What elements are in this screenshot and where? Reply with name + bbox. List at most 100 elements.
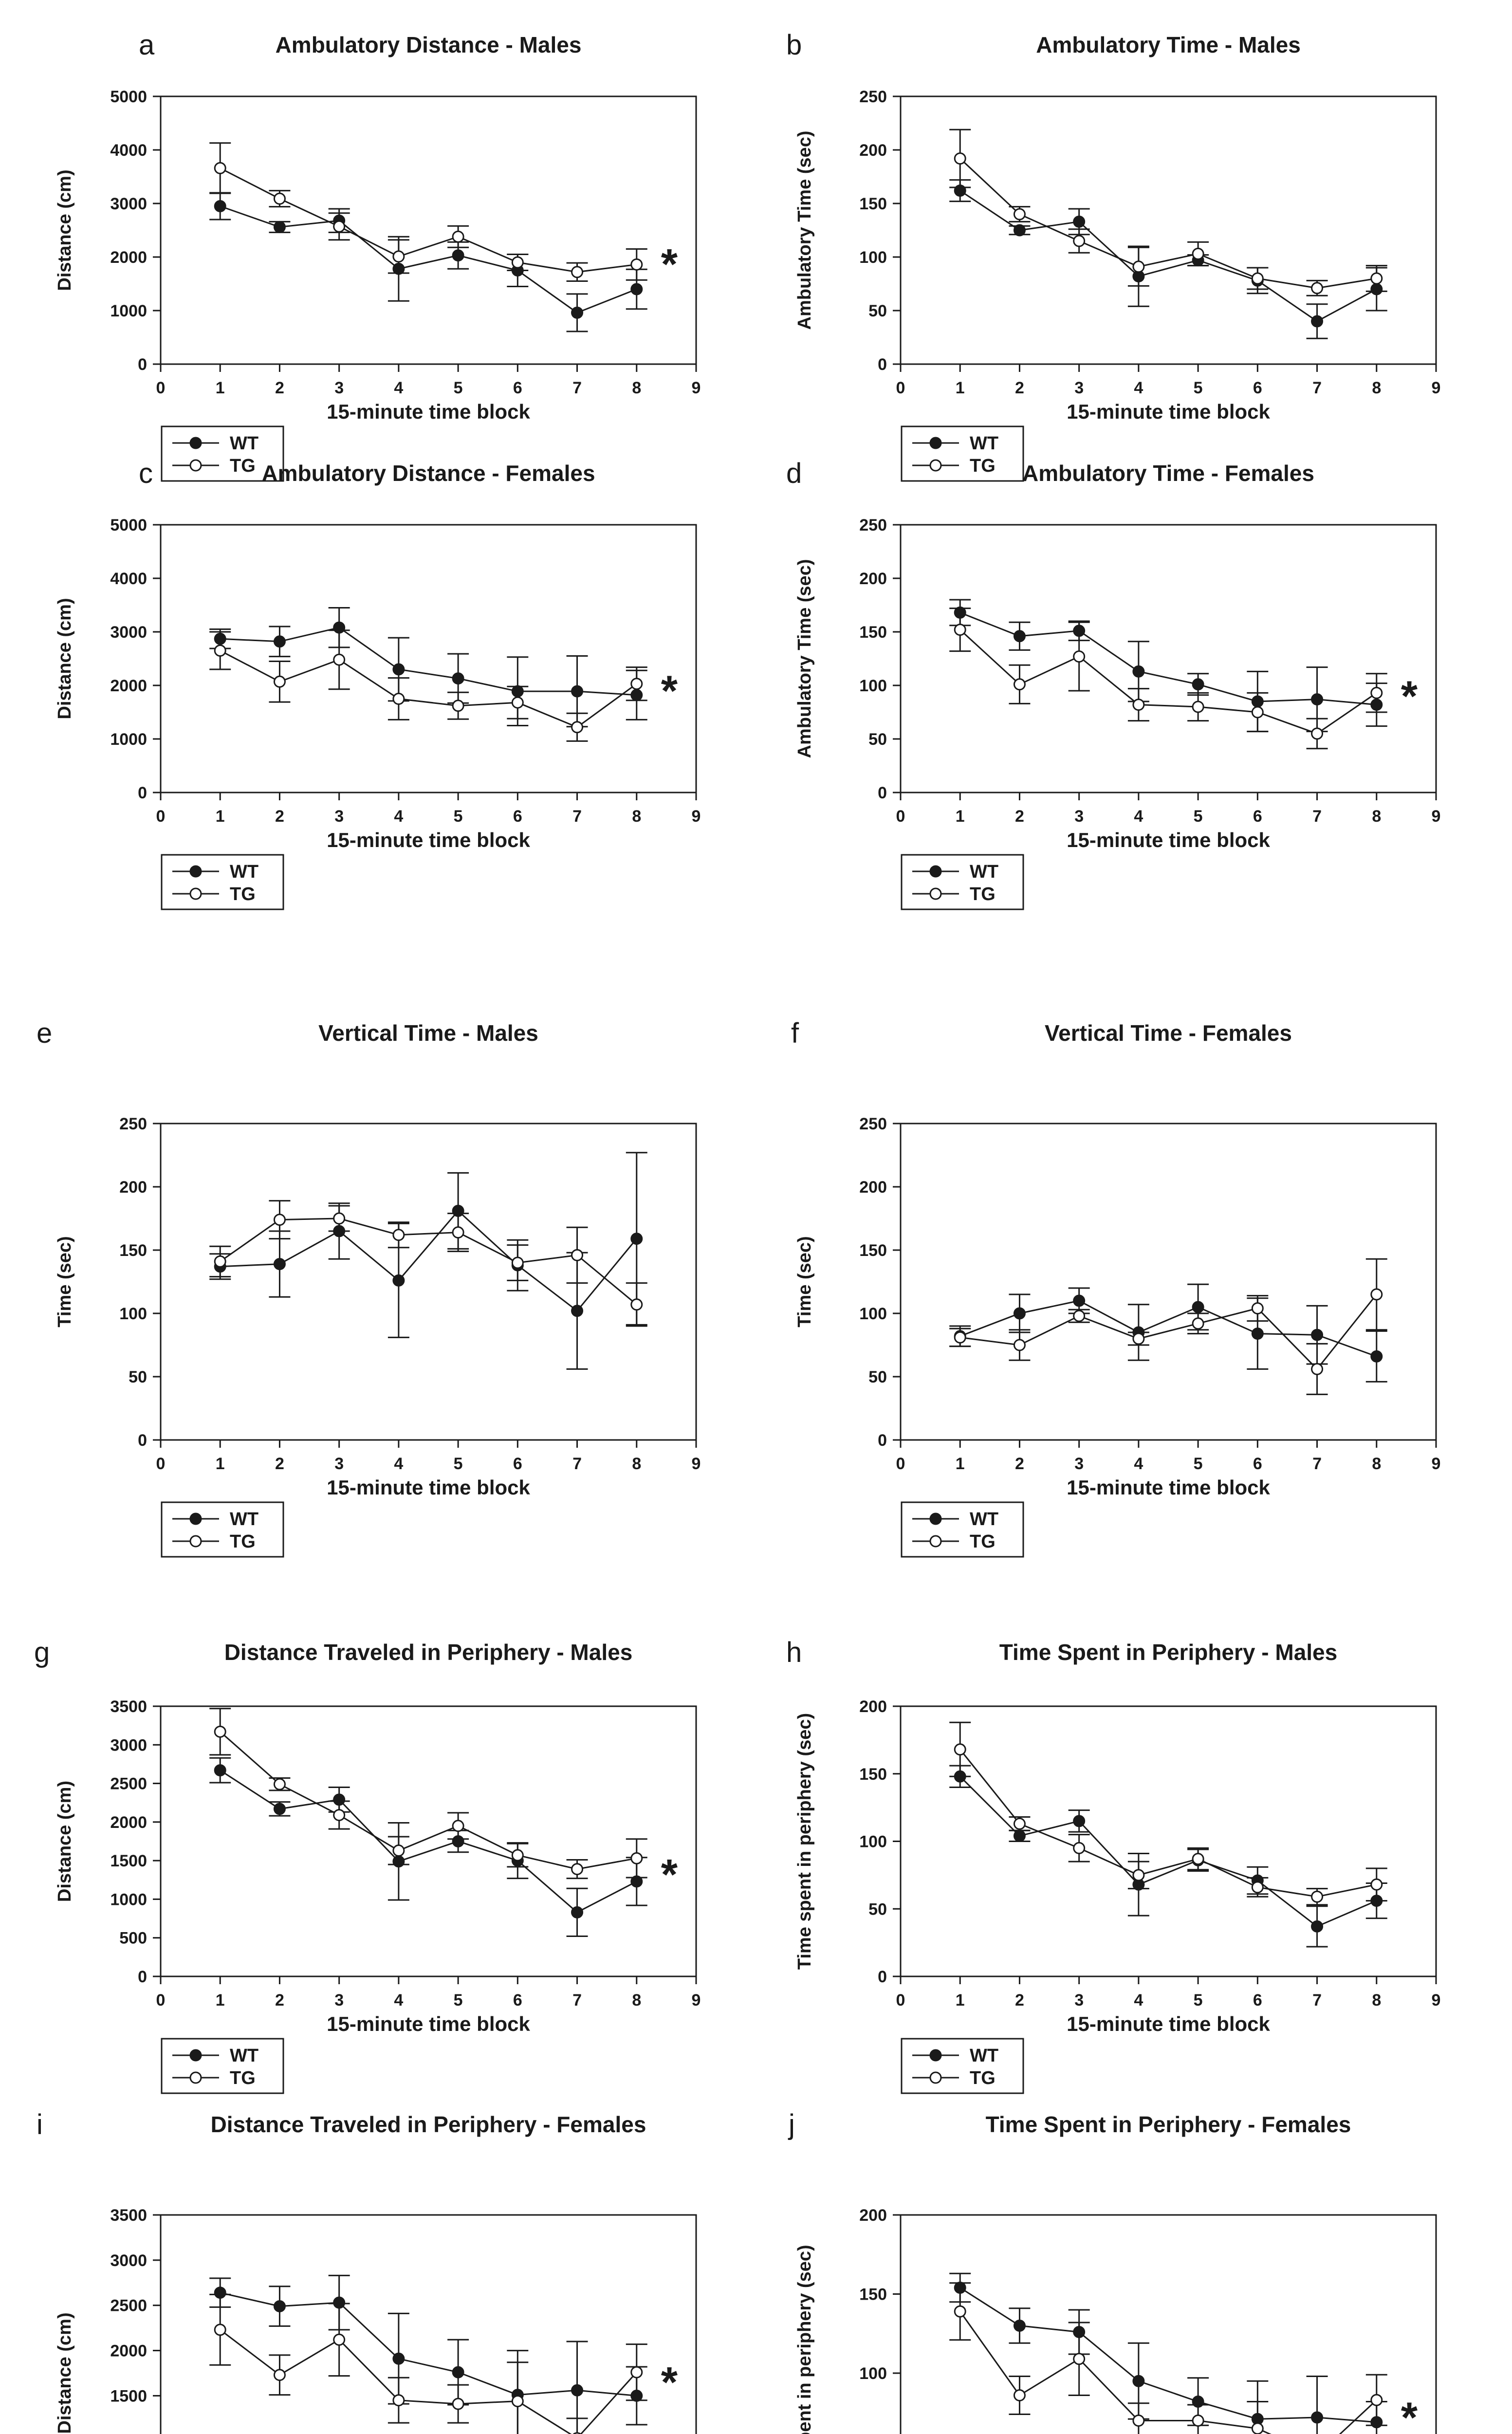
chart-h: h Time Spent in Periphery - Males05010015… (786, 1637, 1440, 2094)
x-tick-label: 6 (1253, 379, 1262, 397)
y-tick-label: 1000 (110, 730, 147, 749)
series-TG-line (959, 2311, 1377, 2434)
legend-filled-circle-marker (189, 437, 202, 449)
x-tick-label: 6 (1253, 807, 1262, 826)
y-tick-label: 2500 (110, 2297, 147, 2315)
open-circle-marker (1013, 678, 1026, 691)
y-tick-label: 0 (138, 1968, 147, 1986)
panel-e-title: Vertical Time - Males (318, 1020, 538, 1046)
x-tick-label: 7 (1312, 807, 1322, 826)
x-tick-label: 4 (394, 379, 403, 397)
open-circle-marker (1132, 699, 1145, 711)
open-circle-marker (1073, 235, 1086, 247)
open-circle-marker (1192, 247, 1204, 260)
series-WT-line (220, 2292, 637, 2397)
x-tick-label: 3 (1074, 1991, 1084, 2010)
legend-open-circle-marker (929, 459, 942, 472)
legend-open-circle-marker (929, 887, 942, 900)
panel-c: c Ambulatory Distance - Females 0 1000 2000 3… (29, 442, 759, 910)
open-circle-marker (1370, 1288, 1383, 1301)
y-tick-label: 2000 (110, 2342, 147, 2360)
x-tick-label: 0 (156, 379, 166, 397)
open-circle-marker (1311, 1363, 1324, 1375)
open-circle-marker (1073, 1842, 1086, 1854)
open-circle-marker (392, 2394, 405, 2407)
filled-circle-marker (1370, 1350, 1383, 1363)
panel-c-letter: c (139, 458, 153, 489)
panel-g-significance-asterisk: * (661, 1850, 678, 1899)
series-TG (209, 2293, 647, 2434)
x-tick-label: 7 (572, 1991, 582, 2010)
filled-circle-marker (1192, 1301, 1204, 1313)
filled-circle-marker (452, 249, 464, 262)
open-circle-marker (511, 1849, 524, 1862)
filled-circle-marker (630, 1233, 643, 1245)
open-circle-marker (273, 1778, 286, 1790)
y-tick-label: 3500 (110, 1697, 147, 1716)
legend-open-circle-marker (929, 2071, 942, 2084)
series-WT-line (220, 1770, 637, 1914)
panel-e-plot-frame (160, 1123, 697, 1441)
x-tick-label: 4 (394, 1991, 403, 2010)
panel-d-plot-frame (900, 524, 1437, 793)
panel-g-y-axis-label: Distance (cm) (55, 1781, 75, 1902)
panel-i-plot-frame (160, 2214, 697, 2434)
chart-g: g Distance Traveled in Periphery - Males 0… (34, 1637, 701, 2094)
y-tick-label: 500 (119, 1929, 147, 1948)
x-tick-label: 0 (156, 807, 166, 826)
x-tick-label: 2 (275, 1455, 284, 1473)
open-circle-marker (1013, 2389, 1026, 2401)
x-tick-label: 1 (216, 807, 225, 826)
x-tick-label: 9 (692, 1455, 701, 1473)
filled-circle-marker (214, 1764, 226, 1777)
panel-g-letter: g (34, 1637, 50, 1668)
filled-circle-marker (273, 635, 286, 648)
open-circle-marker (511, 1256, 524, 1269)
legend-filled-circle-marker (929, 437, 942, 449)
open-circle-marker (1251, 2422, 1264, 2434)
filled-circle-marker (452, 672, 464, 685)
x-tick-label: 8 (1372, 379, 1381, 397)
x-tick-label: 1 (956, 379, 965, 397)
filled-circle-marker (392, 1274, 405, 1287)
x-tick-label: 3 (334, 1991, 344, 2010)
open-circle-marker (1013, 208, 1026, 221)
filled-circle-marker (273, 221, 286, 233)
x-tick-label: 8 (1372, 1991, 1381, 2010)
panel-h: h Time Spent in Periphery - Males 0 50 100 15… (769, 1621, 1499, 2094)
series-TG (949, 1258, 1387, 1395)
filled-circle-marker (571, 685, 584, 698)
series-WT-line (220, 205, 637, 314)
panel-c-x-axis-label: 15-minute time block (327, 829, 530, 851)
filled-circle-marker (571, 306, 584, 319)
y-tick-label: 100 (859, 248, 887, 267)
legend-filled-circle-marker (929, 2049, 942, 2062)
open-circle-marker (214, 2323, 226, 2336)
x-tick-label: 6 (513, 1455, 522, 1473)
x-tick-label: 2 (1015, 1991, 1024, 2010)
open-circle-marker (1311, 727, 1324, 740)
x-tick-label: 1 (216, 379, 225, 397)
legend-label: TG (970, 2068, 996, 2088)
legend-filled-circle-marker (929, 865, 942, 878)
series-TG-line (960, 1294, 1377, 1370)
panel-h-title: Time Spent in Periphery - Males (999, 1640, 1337, 1665)
y-tick-label: 4000 (110, 570, 147, 588)
open-circle-marker (1370, 686, 1383, 699)
x-tick-label: 2 (1015, 1455, 1024, 1473)
panel-b: b Ambulatory Time - Males 0 50 100 150 200 250 0… (769, 14, 1499, 482)
filled-circle-marker (1132, 2375, 1145, 2387)
y-tick-label: 200 (859, 2206, 887, 2225)
y-tick-label: 2500 (110, 1775, 147, 1793)
open-circle-marker (392, 693, 405, 705)
x-tick-label: 6 (513, 807, 522, 826)
panel-i-significance-asterisk: * (661, 2358, 678, 2406)
x-tick-label: 9 (1432, 1455, 1441, 1473)
open-circle-marker (1073, 1309, 1086, 1322)
open-circle-marker (1192, 1317, 1204, 1330)
open-circle-marker (452, 1820, 464, 1832)
